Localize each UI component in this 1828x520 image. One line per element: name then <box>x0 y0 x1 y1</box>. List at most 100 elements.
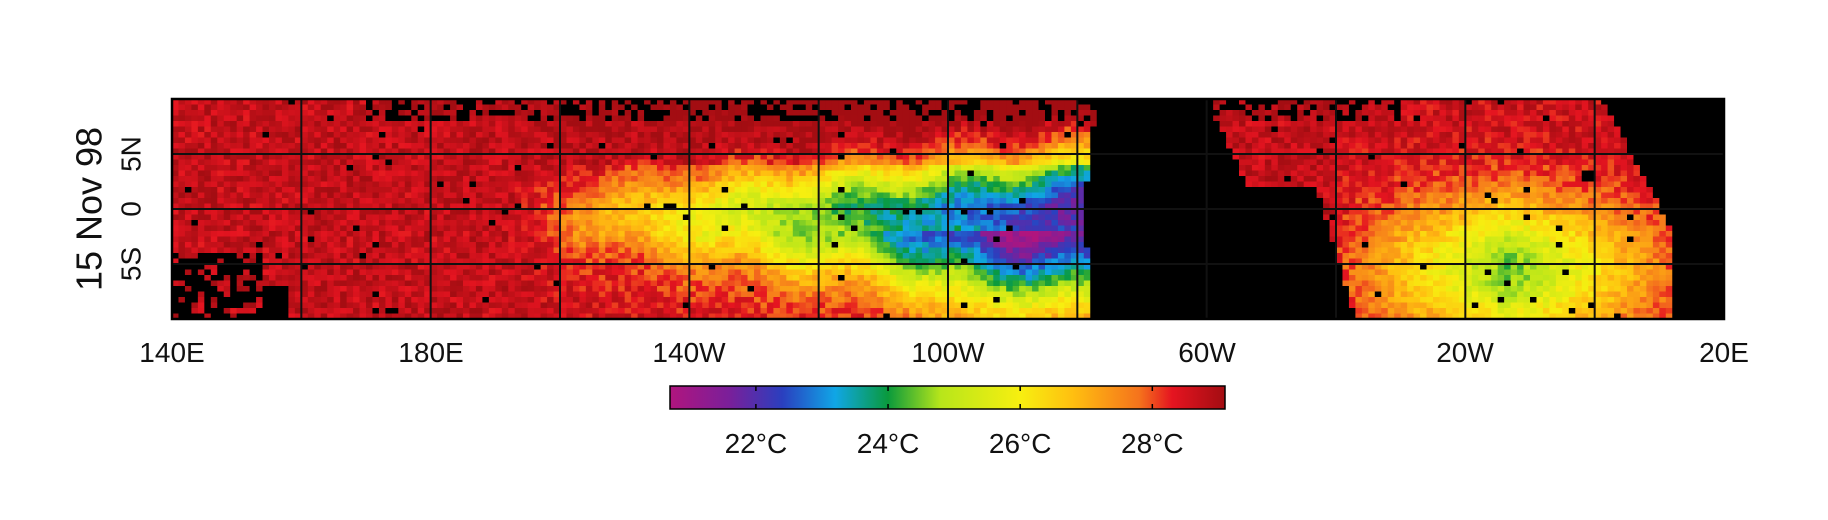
sst-cell <box>1465 187 1473 194</box>
sst-cell <box>1148 99 1156 106</box>
sst-cell <box>1381 143 1389 150</box>
sst-cell <box>1032 170 1040 177</box>
sst-cell <box>521 132 529 139</box>
sst-cell <box>909 181 917 188</box>
sst-cell <box>1575 121 1583 128</box>
sst-cell <box>650 192 658 199</box>
sst-cell <box>1665 99 1673 106</box>
sst-cell <box>637 170 645 177</box>
sst-cell <box>1523 126 1531 133</box>
sst-cell <box>1329 170 1337 177</box>
sst-cell <box>1251 126 1259 133</box>
sst-cell <box>967 192 975 199</box>
sst-cell <box>1426 165 1434 172</box>
sst-cell <box>378 110 386 117</box>
sst-cell <box>1032 110 1040 117</box>
sst-cell <box>935 121 943 128</box>
sst-cell <box>566 126 574 133</box>
sst-cell <box>1517 126 1525 133</box>
sst-cell <box>1517 132 1525 139</box>
sst-cell <box>1142 203 1150 210</box>
sst-cell <box>1717 203 1724 210</box>
sst-cell <box>1665 104 1673 111</box>
sst-cell <box>935 203 943 210</box>
sst-cell <box>508 187 516 194</box>
sst-cell <box>928 104 936 111</box>
sst-cell <box>1167 203 1175 210</box>
sst-cell <box>876 110 884 117</box>
sst-cell <box>1290 154 1298 161</box>
sst-cell <box>1180 165 1188 172</box>
sst-cell <box>851 198 859 205</box>
sst-cell <box>766 137 774 144</box>
sst-cell <box>760 132 768 139</box>
sst-cell <box>366 104 374 111</box>
sst-cell <box>430 176 438 183</box>
sst-cell <box>463 165 471 172</box>
sst-cell <box>1297 121 1305 128</box>
sst-cell <box>1122 170 1130 177</box>
sst-cell <box>1226 148 1234 155</box>
sst-cell <box>863 104 871 111</box>
sst-cell <box>1568 165 1576 172</box>
sst-cell <box>585 203 593 210</box>
sst-cell <box>320 126 328 133</box>
sst-cell <box>456 143 464 150</box>
sst-cell <box>954 104 962 111</box>
sst-cell <box>766 176 774 183</box>
sst-cell <box>909 126 917 133</box>
sst-cell <box>1032 192 1040 199</box>
sst-cell <box>269 110 277 117</box>
sst-cell <box>786 121 794 128</box>
sst-cell <box>1555 181 1563 188</box>
sst-cell <box>980 121 988 128</box>
sst-cell <box>1627 203 1635 210</box>
sst-cell <box>1394 143 1402 150</box>
sst-cell <box>663 137 671 144</box>
sst-cell <box>1678 198 1686 205</box>
sst-cell <box>682 187 690 194</box>
sst-cell <box>1200 187 1208 194</box>
sst-cell <box>1536 154 1544 161</box>
sst-cell <box>475 121 483 128</box>
sst-cell <box>1096 203 1104 210</box>
sst-cell <box>1303 132 1311 139</box>
sst-cell <box>585 181 593 188</box>
sst-cell <box>346 137 354 144</box>
sst-cell <box>1588 115 1596 122</box>
sst-cell <box>385 192 393 199</box>
sst-cell <box>534 121 542 128</box>
sst-cell <box>948 143 956 150</box>
sst-cell <box>1627 181 1635 188</box>
sst-cell <box>243 148 251 155</box>
sst-cell <box>204 198 212 205</box>
sst-cell <box>1180 110 1188 117</box>
sst-cell <box>747 176 755 183</box>
sst-cell <box>1685 99 1693 106</box>
sst-cell <box>1329 143 1337 150</box>
sst-cell <box>197 192 205 199</box>
sst-cell <box>411 148 419 155</box>
sst-cell <box>314 99 322 106</box>
sst-cell <box>417 126 425 133</box>
sst-cell <box>1161 170 1169 177</box>
sst-cell <box>1135 126 1143 133</box>
sst-cell <box>1361 132 1369 139</box>
sst-cell <box>372 121 380 128</box>
sst-cell <box>889 126 897 133</box>
sst-cell <box>359 203 367 210</box>
sst-cell <box>1627 148 1635 155</box>
sst-cell <box>1090 198 1098 205</box>
sst-cell <box>534 126 542 133</box>
sst-cell <box>1665 115 1673 122</box>
sst-cell <box>1077 110 1085 117</box>
sst-cell <box>870 132 878 139</box>
sst-cell <box>1135 198 1143 205</box>
sst-cell <box>1471 126 1479 133</box>
sst-cell <box>708 181 716 188</box>
sst-cell <box>281 159 289 166</box>
sst-cell <box>314 203 322 210</box>
sst-cell <box>521 148 529 155</box>
sst-cell <box>1219 110 1227 117</box>
sst-cell <box>889 132 897 139</box>
